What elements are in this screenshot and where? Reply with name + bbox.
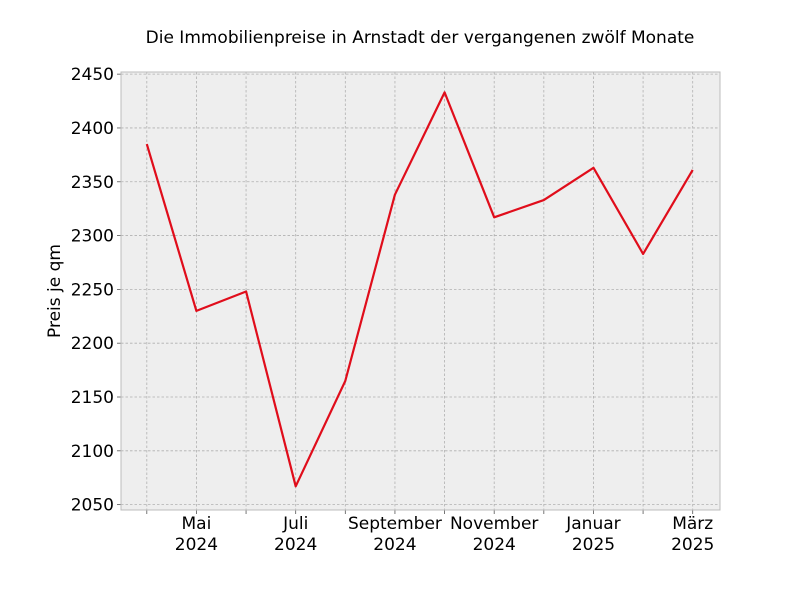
y-axis-label: Preis je qm (45, 244, 65, 338)
y-tick-label: 2400 (71, 119, 114, 139)
y-tick-label: 2150 (71, 388, 114, 408)
x-tick-label: Mai 2024 (175, 514, 218, 555)
chart-title: Die Immobilienpreise in Arnstadt der ver… (146, 28, 695, 48)
plot-frame (120, 71, 721, 511)
series-line (145, 91, 694, 488)
y-tick-label: 2350 (71, 173, 114, 193)
x-tick-label: November 2024 (450, 514, 538, 555)
plot-background (121, 72, 720, 510)
y-tick-label: 2200 (71, 334, 114, 354)
y-tick-label: 2300 (71, 227, 114, 247)
x-tick-label: März 2025 (671, 514, 714, 555)
y-tick-label: 2250 (71, 280, 114, 300)
y-tick-label: 2450 (71, 65, 114, 85)
x-tick-label: Juli 2024 (274, 514, 317, 555)
y-tick-label: 2050 (71, 496, 114, 516)
x-tick-label: Januar 2025 (565, 514, 620, 555)
x-tick-label: September 2024 (348, 514, 442, 555)
plot-area: 2050 2100 2150 2200 2250 2300 2350 2400 2450 Mai 2… (71, 65, 721, 555)
y-tick-label: 2100 (71, 442, 114, 462)
